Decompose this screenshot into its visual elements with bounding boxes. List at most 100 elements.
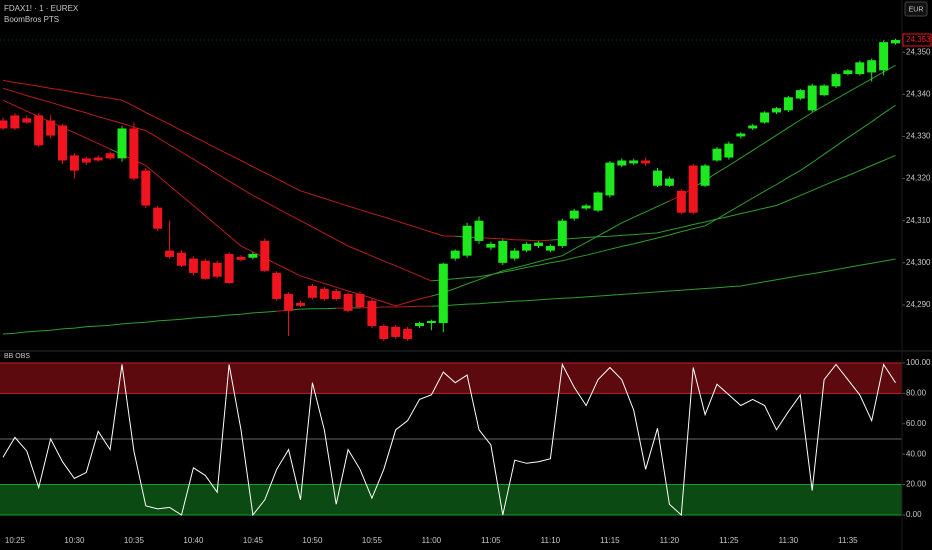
moving-line [431, 258, 896, 307]
candle-body [569, 210, 579, 219]
candle-body [224, 253, 234, 284]
x-tick-label: 10:30 [64, 536, 85, 545]
moving-line [2, 87, 432, 282]
moving-line [431, 200, 670, 297]
candle-body [46, 120, 56, 136]
y-tick-label: 100.00 [906, 358, 931, 367]
last-price-label: 24,353 [906, 35, 931, 44]
candle-body [129, 128, 139, 179]
currency-label[interactable]: EUR [909, 6, 924, 13]
candle-body [688, 165, 698, 213]
x-tick-label: 11:20 [660, 536, 680, 545]
candle-body [367, 300, 377, 326]
candle-body [284, 293, 294, 311]
moving-line [288, 307, 337, 311]
candle-body [700, 165, 710, 186]
y-tick-label: 0.00 [906, 510, 922, 519]
candle-body [867, 60, 877, 73]
y-tick-label: 24,330 [906, 132, 931, 141]
moving-line [550, 154, 896, 241]
x-tick-label: 10:35 [124, 536, 145, 545]
x-tick-label: 11:30 [779, 536, 799, 545]
candle-body [165, 250, 175, 257]
x-tick-label: 10:50 [302, 536, 323, 545]
x-tick-label: 10:25 [5, 536, 26, 545]
candle-body [724, 143, 734, 158]
candle-body [93, 157, 103, 161]
currency-button[interactable] [904, 1, 928, 17]
candle-body [855, 62, 865, 75]
candle-body [403, 328, 413, 340]
candle-body [248, 253, 258, 258]
candle-body [510, 250, 520, 259]
x-tick-label: 11:35 [838, 536, 858, 545]
candle-body [438, 263, 448, 324]
candle-body [641, 160, 651, 164]
candle-body [105, 153, 115, 159]
candle-body [34, 115, 44, 146]
candle-body [843, 70, 853, 75]
candle-body [141, 170, 151, 206]
moving-line [2, 99, 111, 150]
y-tick-label: 24,310 [906, 216, 931, 225]
candle-body [415, 323, 424, 326]
candle-body [534, 242, 543, 246]
x-tick-label: 10:45 [243, 536, 264, 545]
candle-body [498, 240, 508, 263]
candle-body [593, 192, 603, 211]
candle-body [831, 74, 841, 87]
x-tick-label: 10:55 [362, 536, 383, 545]
candle-body [879, 42, 889, 71]
moving-line [431, 104, 896, 282]
y-tick-label: 60.00 [906, 419, 927, 428]
candle-body [712, 148, 722, 161]
candle-body [117, 128, 127, 159]
x-tick-label: 10:40 [183, 536, 204, 545]
candle-body [331, 291, 341, 300]
band [0, 362, 902, 394]
candle-body [653, 170, 662, 186]
y-tick-label: 80.00 [906, 388, 927, 397]
candle-body [426, 320, 436, 324]
x-tick-label: 11:00 [422, 536, 442, 545]
y-tick-label: 20.00 [906, 480, 927, 489]
candle-body [296, 302, 305, 306]
candle-body [462, 225, 472, 256]
candle-body [760, 112, 770, 123]
x-tick-label: 11:10 [541, 536, 561, 545]
candle-body [188, 258, 198, 273]
x-tick-label: 11:15 [600, 536, 620, 545]
candle-body [153, 207, 163, 229]
candle-body [69, 155, 79, 171]
candle-body [748, 125, 758, 129]
candle-body [379, 325, 389, 340]
candle-body [212, 262, 222, 277]
candle-body [676, 190, 686, 213]
moving-line [692, 64, 896, 189]
candle-body [10, 115, 20, 129]
candle-body [891, 40, 900, 44]
candle-body [474, 220, 484, 241]
candle-body [795, 90, 805, 99]
candle-body [664, 178, 674, 186]
moving-line [478, 237, 551, 242]
candle-body [736, 133, 746, 137]
candle-body [807, 85, 817, 111]
candle-body [557, 220, 567, 246]
candle-body [819, 85, 829, 96]
candle-body [81, 158, 91, 163]
candle-body [605, 162, 615, 196]
candle-body [22, 118, 32, 123]
candle-body [0, 120, 8, 129]
candle-body [581, 205, 591, 209]
candle-body [486, 243, 496, 248]
oscillator-line [2, 362, 896, 517]
y-tick-label: 40.00 [906, 449, 927, 458]
x-tick-label: 11:25 [719, 536, 739, 545]
moving-line [121, 154, 432, 307]
band [0, 484, 902, 515]
y-tick-label: 24,320 [906, 174, 931, 183]
y-tick-label: 24,290 [906, 300, 931, 309]
